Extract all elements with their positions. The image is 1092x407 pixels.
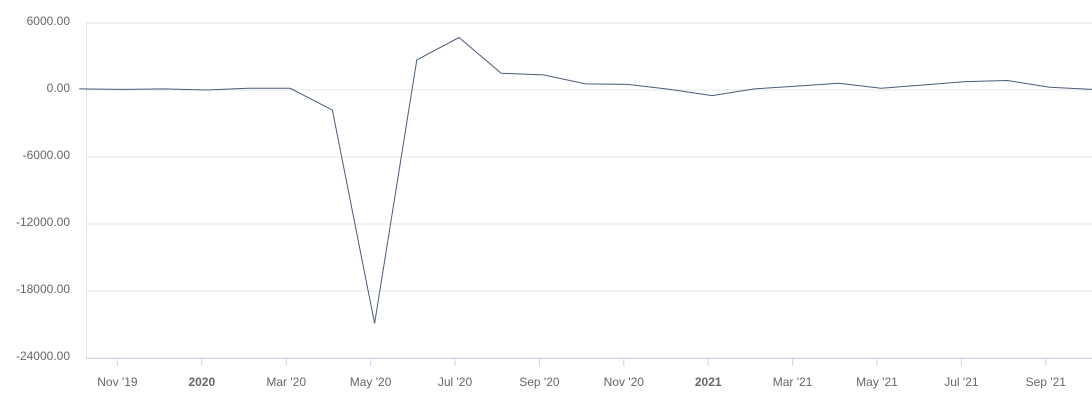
y-tick-label: -18000.00	[16, 282, 70, 296]
y-tick-label: -12000.00	[16, 215, 70, 229]
y-tick-label: 0.00	[47, 81, 71, 95]
x-tick-label: May '20	[350, 375, 392, 389]
y-tick-label: -6000.00	[23, 148, 71, 162]
x-tick-label: May '21	[856, 375, 898, 389]
x-tick-label: Jul '20	[438, 375, 473, 389]
y-tick-label: 6000.00	[27, 14, 71, 28]
x-tick-label: Nov '19	[97, 375, 138, 389]
data-line	[79, 36, 1092, 324]
y-tick-label: -24000.00	[16, 349, 70, 363]
x-tick-label: Mar '21	[773, 375, 813, 389]
x-tick-label: Mar '20	[266, 375, 306, 389]
x-tick-label: Jul '21	[944, 375, 979, 389]
x-tick-label: Nov '20	[604, 375, 645, 389]
x-tick-label: 2021	[695, 375, 722, 389]
x-tick-label: Sep '21	[1026, 375, 1067, 389]
x-tick-label: Sep '20	[519, 375, 560, 389]
x-tick-label: 2020	[188, 375, 215, 389]
